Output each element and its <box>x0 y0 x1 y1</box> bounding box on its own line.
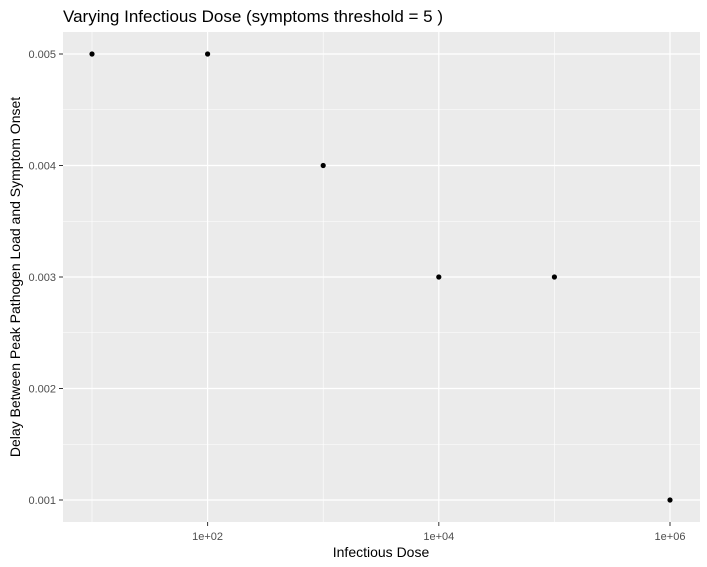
x-tick-label: 1e+06 <box>655 531 686 543</box>
data-point <box>551 274 558 280</box>
chart-title: Varying Infectious Dose (symptoms thresh… <box>63 7 443 26</box>
y-tick-label: 0.002 <box>28 384 56 396</box>
y-tick-label: 0.003 <box>28 272 56 284</box>
data-point <box>205 51 211 57</box>
y-axis-title: Delay Between Peak Pathogen Load and Sym… <box>7 97 23 457</box>
x-axis-title: Infectious Dose <box>333 544 430 560</box>
data-point <box>667 497 673 503</box>
x-tick-label: 1e+04 <box>423 531 454 543</box>
y-axis-ticks: 0.001 0.002 0.003 0.004 0.005 <box>28 49 63 507</box>
data-points <box>89 51 673 503</box>
x-tick-label: 1e+02 <box>192 531 223 543</box>
data-point <box>320 162 326 169</box>
data-point <box>436 274 442 280</box>
data-point <box>89 51 95 57</box>
y-tick-label: 0.004 <box>28 161 56 173</box>
y-tick-label: 0.001 <box>28 495 56 507</box>
x-axis-ticks: 1e+02 1e+04 1e+06 <box>192 522 685 543</box>
y-tick-label: 0.005 <box>28 49 56 61</box>
